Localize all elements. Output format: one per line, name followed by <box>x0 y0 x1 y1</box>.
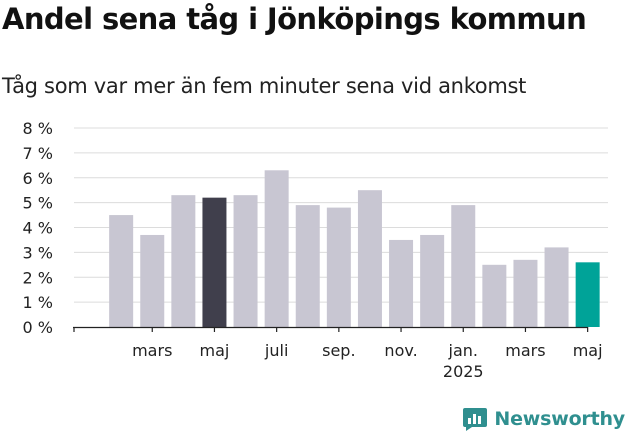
bar-2024-08 <box>295 205 320 327</box>
bar-2024-10 <box>357 190 382 327</box>
bar-2024-07 <box>264 170 289 327</box>
bar-chart-logo-icon <box>463 408 488 431</box>
bar-2024-12 <box>420 234 445 327</box>
bar-2024-03 <box>140 234 165 327</box>
bar-2025-03 <box>513 259 538 327</box>
bar-2024-05 <box>202 197 227 327</box>
x-tick-label: jan. <box>448 341 478 360</box>
bar-2025-01 <box>451 205 476 327</box>
x-tick-label: sep. <box>322 341 355 360</box>
bar-chart: 0 % 1 % 2 % 3 % 4 % 5 % 6 % 7 % 8 % mars maj juli se… <box>23 119 608 381</box>
bar-2024-04 <box>171 195 196 327</box>
bar-2024-02 <box>109 215 134 327</box>
y-tick-label: 4 % <box>23 219 53 238</box>
y-tick-label: 1 % <box>23 293 53 312</box>
brand-name: Newsworthy <box>494 408 625 430</box>
x-tick-label: maj <box>200 341 230 360</box>
y-tick-label: 7 % <box>23 144 53 163</box>
y-tick-label: 3 % <box>23 243 53 262</box>
bar-2025-04 <box>544 247 569 327</box>
bar-2024-11 <box>389 239 414 327</box>
y-tick-label: 0 % <box>23 318 53 337</box>
x-tick-label: mars <box>505 341 545 360</box>
brand-logo: Newsworthy <box>462 406 625 432</box>
y-tick-label: 8 % <box>23 119 53 138</box>
bar-2025-02 <box>482 264 507 327</box>
chart-subtitle: Tåg som var mer än fem minuter sena vid … <box>2 74 527 98</box>
x-tick-sublabel: 2025 <box>443 362 484 381</box>
y-tick-label: 5 % <box>23 194 53 213</box>
x-tick-label: nov. <box>384 341 417 360</box>
chart-title: Andel sena tåg i Jönköpings kommun <box>2 2 587 36</box>
x-tick-label: maj <box>573 341 603 360</box>
x-tick-label: mars <box>132 341 172 360</box>
y-tick-label: 6 % <box>23 169 53 188</box>
y-tick-label: 2 % <box>23 268 53 287</box>
bar-2025-05 <box>575 262 600 327</box>
bar-2024-09 <box>326 207 351 327</box>
x-tick-label: juli <box>264 341 288 360</box>
bar-2024-06 <box>233 195 258 327</box>
